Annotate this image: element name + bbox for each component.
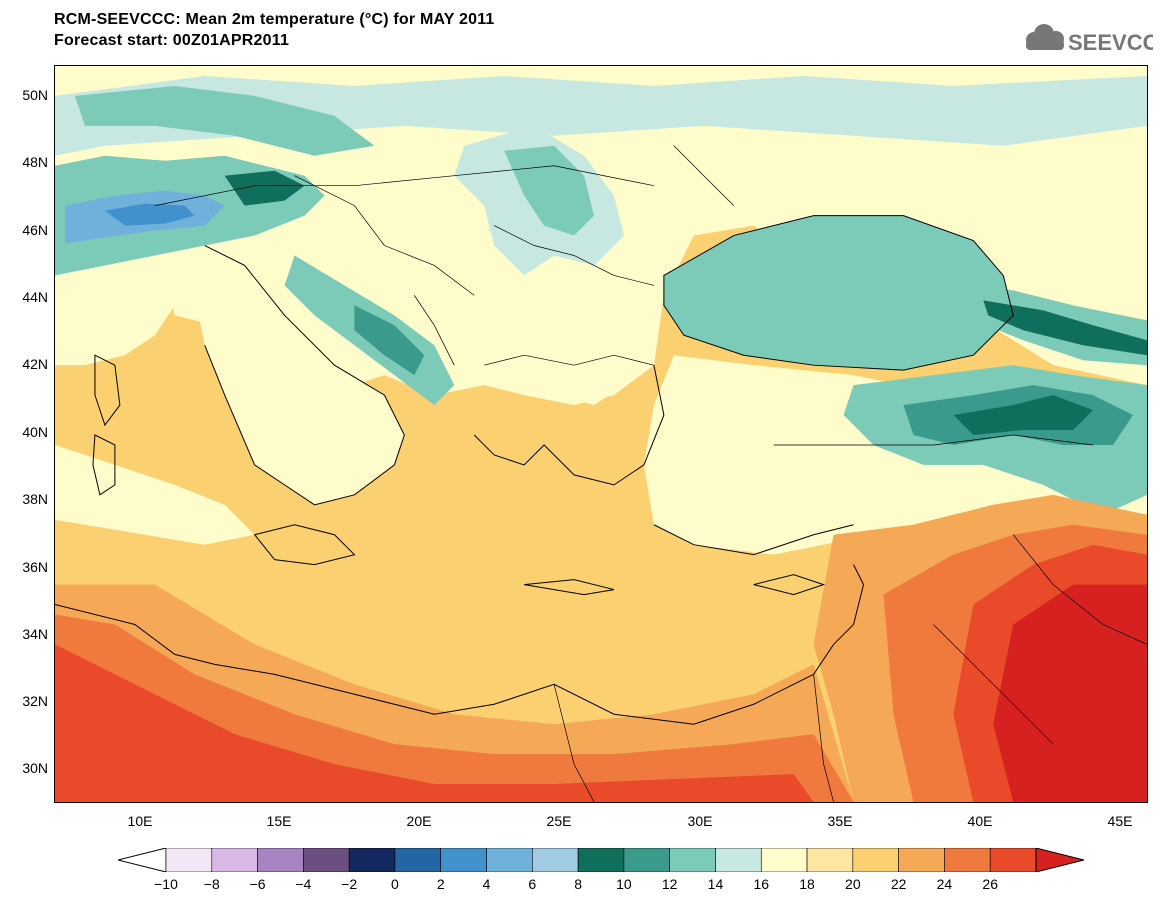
arabia-hottest <box>993 584 1147 802</box>
colorbar-tick-label: 8 <box>574 876 582 892</box>
black-sea <box>663 215 1014 371</box>
coastlines <box>55 215 1014 725</box>
eastern-anatolia-summits <box>953 395 1094 435</box>
colorbar-swatch <box>165 848 213 872</box>
lon-tick-15e: 15E <box>266 813 292 829</box>
colorbar-swatch <box>440 848 487 872</box>
lat-tick-42n: 42N <box>22 356 48 372</box>
colorbar-swatch <box>989 848 1037 872</box>
colorbar-swatch <box>715 848 762 872</box>
colorbar-tick-label: 12 <box>661 876 678 892</box>
logo-text: SEEVCCC <box>1068 30 1153 55</box>
lon-tick-20e: 20E <box>406 813 432 829</box>
lat-tick-36n: 36N <box>22 559 48 575</box>
colorbar-tick-label: −2 <box>341 876 358 892</box>
forecast-start-label: Forecast start: 00Z01APR2011 <box>54 32 290 49</box>
sicily-tunisia-land <box>55 444 255 545</box>
caucasus-peaks <box>983 300 1147 356</box>
colorbar-tick-label: 0 <box>391 876 399 892</box>
alps-cold-center <box>104 203 195 226</box>
colorbar-swatch <box>669 848 716 872</box>
colorbar-under-triangle <box>118 848 167 872</box>
lon-tick-25e: 25E <box>546 813 572 829</box>
northern-band-cool <box>55 75 1147 156</box>
lat-tick-30n: 30N <box>22 760 48 776</box>
colorbar-swatch <box>394 848 442 872</box>
lat-tick-32n: 32N <box>22 693 48 709</box>
colorbar-tick-label: 6 <box>528 876 537 892</box>
colorbar-tick-label: 2 <box>436 876 445 892</box>
colorbar-tick-label: 22 <box>890 876 907 892</box>
colorbar-tick-label: 18 <box>799 876 815 892</box>
colorbar-swatch <box>303 848 350 872</box>
lat-tick-38n: 38N <box>22 491 48 507</box>
colorbar-swatch <box>486 848 533 872</box>
colorbar-tick-label: 4 <box>482 876 491 892</box>
lat-tick-50n: 50N <box>22 87 48 103</box>
lat-tick-46n: 46N <box>22 222 48 238</box>
lat-tick-40n: 40N <box>22 424 48 440</box>
colorbar-swatch <box>760 848 808 872</box>
lat-tick-48n: 48N <box>22 154 48 170</box>
colorbar-tick-label: 10 <box>616 876 632 892</box>
lon-tick-10e: 10E <box>127 813 153 829</box>
colorbar-tick-label: 20 <box>845 876 861 892</box>
colorbar-tick-label: 24 <box>936 876 953 892</box>
temperature-map <box>54 65 1148 803</box>
colorbar-swatch <box>806 848 854 872</box>
colorbar-tick-label: 26 <box>982 876 998 892</box>
colorbar-swatch <box>257 848 304 872</box>
lon-tick-45e: 45E <box>1107 813 1133 829</box>
north-africa-hotter <box>55 644 814 802</box>
colorbar-tick-label: 16 <box>753 876 770 892</box>
temperature-colorbar <box>118 848 1084 872</box>
lon-tick-35e: 35E <box>827 813 853 829</box>
alps-peaks <box>224 170 305 206</box>
colorbar-swatch <box>852 848 899 872</box>
colorbar-swatch <box>211 848 258 872</box>
lon-tick-30e: 30E <box>687 813 713 829</box>
italy-land <box>194 245 405 505</box>
country-borders <box>154 145 1147 802</box>
dinaric-peaks <box>354 305 425 376</box>
colorbar-tick-label: −8 <box>203 876 220 892</box>
seevccc-logo: SEEVCCC <box>1026 24 1153 55</box>
anatolia-land <box>643 355 1147 555</box>
lat-tick-44n: 44N <box>22 289 48 305</box>
colorbar-swatch <box>532 848 579 872</box>
colorbar-swatch <box>623 848 670 872</box>
cloud-icon <box>1026 24 1064 50</box>
colorbar-tick-label: −4 <box>295 876 312 892</box>
colorbar-over-triangle <box>1035 848 1084 872</box>
colorbar-swatch <box>577 848 625 872</box>
colorbar-tick-label: −6 <box>249 876 266 892</box>
colorbar-swatch <box>898 848 945 872</box>
lon-tick-40e: 40E <box>967 813 993 829</box>
lat-tick-34n: 34N <box>22 626 48 642</box>
colorbar-swatch <box>944 848 991 872</box>
colorbar-swatch <box>348 848 396 872</box>
colorbar-tick-label: 14 <box>707 876 724 892</box>
colorbar-tick-label: −10 <box>154 876 178 892</box>
map-title: RCM-SEEVCCC: Mean 2m temperature (°C) fo… <box>54 11 495 28</box>
northern-band-mountain <box>74 85 375 156</box>
